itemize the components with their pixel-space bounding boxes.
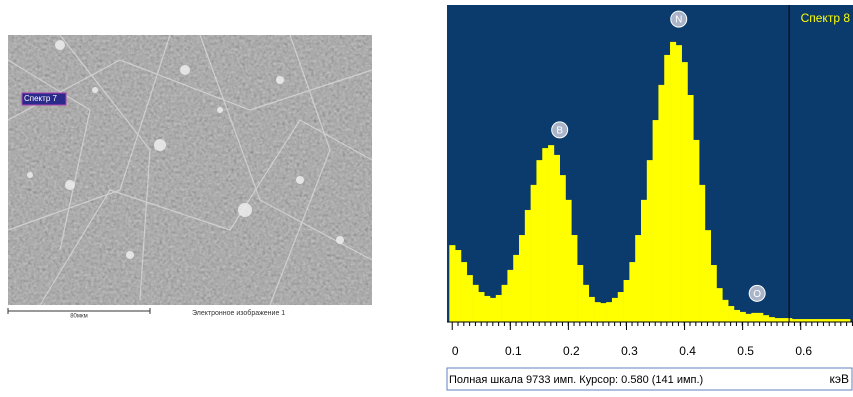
x-tick-label: 0.3 [621,344,638,358]
bar [705,230,711,322]
x-tick-label: 0.5 [737,344,754,358]
x-tick-label: 0.6 [795,344,812,358]
spectrum-label: Спектр 7 [24,94,57,103]
bar [542,148,548,322]
figure: Спектр 7 80мкм Электронное изображение 1… [0,0,853,392]
bar [484,296,490,322]
bar [595,302,601,322]
bar [531,185,537,322]
bar [478,292,484,322]
bar [577,265,583,322]
bar [717,288,723,322]
bar [513,255,519,322]
bar [670,42,676,322]
bar [525,210,531,322]
axis-strip [447,322,853,330]
bar [757,313,763,322]
bar [473,285,479,322]
bar [624,280,630,322]
bar [763,315,769,322]
bar [455,250,461,322]
bar [583,285,589,322]
bar [682,62,688,322]
peak-label: B [556,125,563,136]
chart-title: Спектр 8 [801,11,851,25]
bar [449,245,455,322]
bar [734,310,740,322]
scale-label: 80мкм [70,314,88,320]
bar [676,45,682,322]
bar [653,120,659,322]
bar [571,235,577,322]
x-tick-label: 0.4 [679,344,696,358]
bar [536,160,542,322]
bar [548,145,554,322]
bar [635,235,641,322]
bar [490,298,496,322]
bar [618,292,624,322]
x-tick-label: 0 [452,344,459,358]
bar [699,185,705,322]
bar [496,295,502,322]
bar [711,265,717,322]
bar [728,306,734,322]
sem-image: Спектр 7 80мкм Электронное изображение 1 [8,35,372,320]
bar [751,313,757,322]
bar [467,275,473,322]
bar [722,300,728,322]
image-caption: Электронное изображение 1 [192,309,285,317]
bar [693,140,699,322]
bar [664,55,670,322]
bar [629,262,635,322]
bar [641,200,647,322]
bar [519,235,525,322]
x-tick-label: 0.2 [563,344,580,358]
peak-label: N [675,15,682,26]
bar [658,85,664,322]
bar [612,298,618,322]
spectrum-chart: Спектр 8 B N O 0 0.1 0.2 0.3 0.4 0.5 0.6 Полная шка… [447,5,853,390]
bar [746,314,752,322]
bar [780,318,786,322]
bar [769,317,775,322]
bar [560,175,566,322]
peak-label: O [753,289,761,300]
bar [461,262,467,322]
bar [740,312,746,322]
bar [606,302,612,322]
bar [502,285,508,322]
x-tick-label: 0.1 [505,344,522,358]
bar [647,160,653,322]
bar [507,270,513,322]
status-text: Полная шкала 9733 имп. Курсор: 0.580 (14… [449,374,703,386]
bar [589,297,595,322]
bar [565,200,571,322]
bar [600,303,606,322]
bar [554,155,560,322]
bar [687,95,693,322]
x-unit: кэВ [829,372,849,386]
bar [775,318,781,322]
